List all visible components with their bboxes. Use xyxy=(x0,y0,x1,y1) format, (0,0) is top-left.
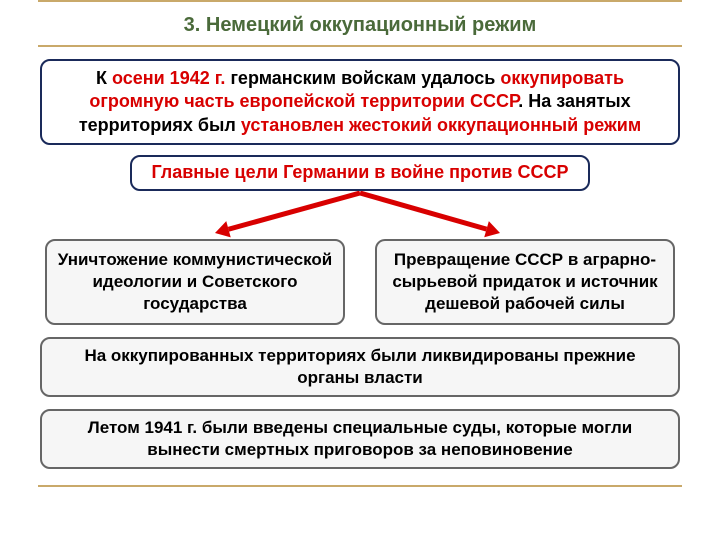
row2-box: Летом 1941 г. были введены специальные с… xyxy=(40,409,680,469)
row2-text: Летом 1941 г. были введены специальные с… xyxy=(88,418,632,459)
branch-arrows xyxy=(0,191,720,239)
row1-text: На оккупированных территориях были ликви… xyxy=(84,346,635,387)
goals-header-box: Главные цели Германии в войне против ССС… xyxy=(130,155,590,190)
branch-right-box: Превращение СССР в аграрно-сырьевой прид… xyxy=(375,239,675,325)
intro-box: К осени 1942 г. германским войскам удало… xyxy=(40,59,680,145)
intro-segment: установлен жестокий оккупационный режим xyxy=(241,115,641,135)
branch-left-text: Уничтожение коммунистической идеологии и… xyxy=(58,250,332,313)
branch-right-text: Превращение СССР в аграрно-сырьевой прид… xyxy=(392,250,657,313)
row1-box: На оккупированных территориях были ликви… xyxy=(40,337,680,397)
goals-header-text: Главные цели Германии в войне против ССС… xyxy=(151,162,568,182)
slide-title: 3. Немецкий оккупационный режим xyxy=(0,2,720,45)
intro-segment: осени 1942 г. xyxy=(112,68,230,88)
arrow-area xyxy=(0,191,720,239)
title-underline xyxy=(38,45,682,47)
branches-row: Уничтожение коммунистической идеологии и… xyxy=(0,239,720,325)
bottom-rule xyxy=(38,485,682,487)
branch-left-box: Уничтожение коммунистической идеологии и… xyxy=(45,239,345,325)
intro-segment: К xyxy=(96,68,112,88)
intro-segment: германским войскам удалось xyxy=(230,68,500,88)
